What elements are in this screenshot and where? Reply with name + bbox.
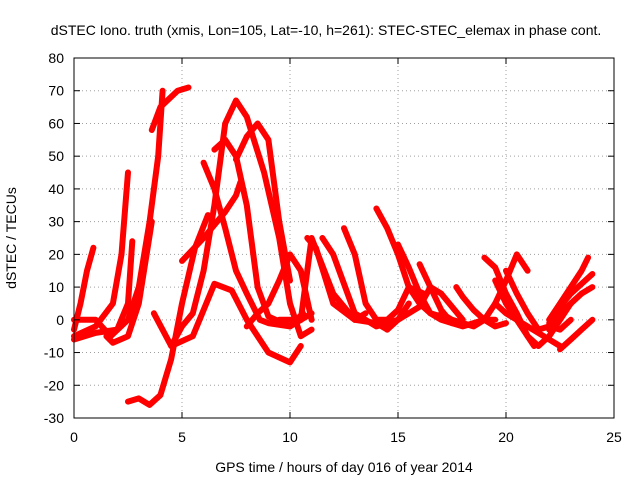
series-line-pass-06	[148, 84, 192, 133]
series-group	[71, 84, 596, 408]
series-line-pass-29	[557, 316, 596, 353]
x-tick-label: 25	[606, 429, 622, 445]
y-tick-label: 70	[48, 83, 64, 99]
series-line-pass-05	[103, 218, 155, 346]
x-axis-label: GPS time / hours of day 016 of year 2014	[215, 459, 473, 475]
x-axis-ticks: 0 5 10 15 20 25	[70, 58, 622, 445]
y-tick-label: 30	[48, 214, 64, 230]
series-line-pass-14	[233, 120, 293, 284]
y-axis-label: dSTEC / TECUs	[3, 187, 19, 289]
series-line-pass-28	[492, 300, 563, 349]
y-tick-label: 50	[48, 148, 64, 164]
y-tick-label: 60	[48, 115, 64, 131]
series-line-pass-31	[546, 271, 596, 327]
series-line-pass-24	[453, 284, 509, 330]
series-line-pass-12	[211, 136, 315, 330]
y-tick-label: -10	[44, 345, 64, 361]
plot-frame	[73, 57, 615, 419]
y-tick-label: -20	[44, 377, 64, 393]
grid-lines	[74, 58, 614, 418]
x-tick-label: 20	[498, 429, 514, 445]
y-tick-label: 40	[48, 181, 64, 197]
series-line-pass-09	[168, 97, 315, 349]
series-line-pass-07	[125, 212, 211, 408]
series-line-pass-10	[179, 179, 244, 264]
series-line-pass-18	[341, 225, 427, 323]
x-tick-label: 5	[178, 429, 186, 445]
y-tick-label: 10	[48, 279, 64, 295]
y-tick-label: -30	[44, 410, 64, 426]
series-line-pass-08	[150, 280, 304, 366]
series-line-pass-02	[71, 169, 131, 340]
x-tick-label: 0	[70, 429, 78, 445]
x-tick-label: 15	[390, 429, 406, 445]
series-line-pass-32	[546, 254, 592, 323]
series-line-pass-01	[71, 244, 97, 333]
y-axis-ticks: -30 -20 -10 0 10 20 30 40 50 60 70 80	[44, 50, 614, 426]
y-tick-label: 0	[56, 312, 64, 328]
series-line-pass-21	[384, 284, 466, 333]
series-line-pass-30	[546, 284, 596, 333]
y-tick-label: 20	[48, 246, 64, 262]
chart-title: dSTEC Iono. truth (xmis, Lon=105, Lat=-1…	[51, 22, 602, 38]
x-tick-label: 10	[282, 429, 298, 445]
series-line-pass-13	[243, 251, 315, 330]
series-line-pass-27	[492, 277, 574, 349]
series-line-pass-04	[71, 87, 166, 340]
y-tick-label: 80	[48, 50, 64, 66]
